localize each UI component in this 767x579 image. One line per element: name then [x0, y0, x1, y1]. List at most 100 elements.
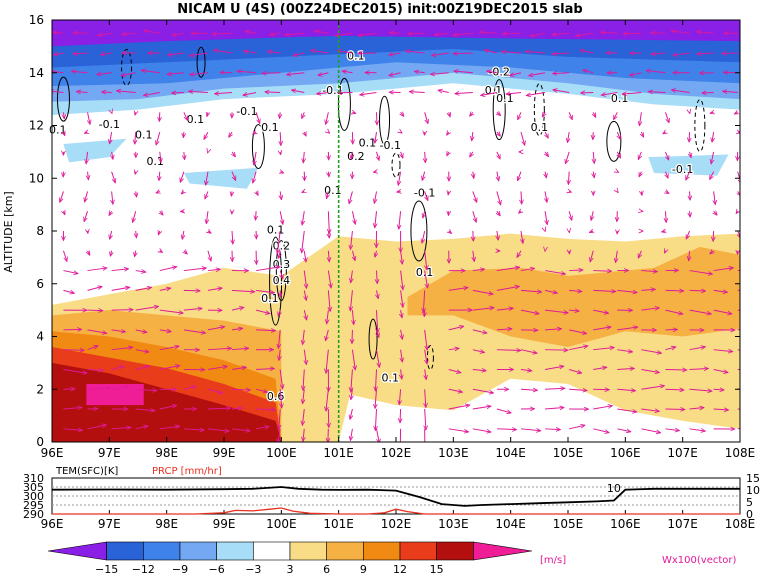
wind-vector-380	[135, 172, 136, 175]
contour-label-27: 0.6	[267, 390, 285, 403]
wind-vector-345	[690, 211, 691, 217]
wind-vector-498	[171, 93, 183, 94]
x-tick-label-3: 99E	[213, 446, 236, 460]
wind-vector-231	[738, 289, 761, 291]
y-tick-label-5: 10	[29, 171, 44, 185]
wind-vector-43	[400, 409, 401, 423]
y-tick-label-6: 12	[29, 119, 44, 133]
wind-vector-604	[623, 33, 642, 34]
sub-x-tick-label-6: 102E	[381, 517, 412, 531]
sub-x-tick-label-7: 103E	[438, 517, 469, 531]
contour-label-9: 0.2	[347, 150, 365, 163]
wind-vector-112	[665, 369, 686, 370]
contour-label-26: 0.1	[382, 371, 400, 384]
colorbar-unit: [m/s]	[540, 555, 566, 566]
prcp-label: PRCP [mm/hr]	[152, 466, 222, 477]
y-tick-label-1: 2	[36, 382, 44, 396]
wind-vector-175	[88, 310, 103, 311]
wind-vector-362	[397, 191, 401, 192]
contour-label-2: 0.1	[135, 129, 153, 142]
wind-vector-579	[722, 53, 738, 54]
colorbar-tick-5: 3	[287, 563, 294, 575]
wind-vector-495	[101, 92, 111, 93]
wind-vector-116	[63, 350, 84, 351]
y-axis-label: ALTITUDE [km]	[2, 191, 15, 272]
wind-vector-390	[373, 172, 376, 173]
sub-x-tick-label-8: 104E	[495, 517, 526, 531]
contour-label-22: 0.3	[273, 258, 291, 271]
colorbar-cell-9	[400, 542, 437, 560]
wind-vector-440	[183, 132, 184, 138]
x-tick-label-8: 104E	[495, 446, 526, 460]
colorbar-cell-0	[48, 542, 107, 560]
contour-label-11: -0.1	[380, 139, 401, 152]
contour-label-10: 0.1	[359, 137, 377, 150]
x-tick-label-5: 101E	[323, 446, 354, 460]
wind-vector-372	[641, 191, 642, 195]
sub-annotation: 10	[607, 482, 621, 495]
wind-vector-229	[690, 290, 706, 291]
wind-vector-228	[665, 290, 683, 291]
chart-title: NICAM U (4S) (00Z24DEC2015) init:00Z19DE…	[177, 2, 582, 17]
tem-label: TEM(SFC)[K]	[55, 466, 118, 477]
wind-vector-253	[569, 270, 583, 271]
wind-vector-374	[690, 191, 691, 200]
contour-label-24: 0.1	[261, 292, 279, 305]
y-tick-label-0: 0	[36, 435, 44, 449]
region-max	[86, 384, 143, 405]
wind-vector-371	[617, 191, 618, 192]
colorbar-cell-7	[327, 542, 364, 560]
colorbar-tick-9: 15	[430, 563, 444, 575]
sub-x-tick-label-10: 106E	[610, 517, 641, 531]
colorbar-tick-8: 12	[393, 563, 407, 575]
sub-x-tick-label-2: 98E	[155, 517, 178, 531]
colorbar-tick-3: −6	[209, 563, 225, 575]
y-tick-label-4: 8	[36, 224, 44, 238]
sub-x-tick-label-4: 100E	[266, 517, 297, 531]
x-tick-label-1: 97E	[98, 446, 121, 460]
colorbar-cell-3	[180, 542, 217, 560]
wind-vector-145	[63, 329, 81, 330]
colorbar-cell-11	[473, 542, 532, 560]
wind-vector-254	[593, 271, 611, 272]
wind-vector-153	[256, 330, 276, 331]
x-tick-label-12: 108E	[725, 446, 756, 460]
wind-vector-327	[255, 211, 256, 220]
vector-label: Wx100(vector)	[662, 555, 737, 566]
wind-vector-80	[593, 389, 609, 390]
contour-label-19: -0.1	[672, 163, 693, 176]
contour-label-20: 0.1	[267, 224, 285, 237]
sub-x-tick-label-5: 101E	[323, 517, 354, 531]
wind-vector-415	[280, 152, 281, 155]
x-tick-label-11: 107E	[667, 446, 698, 460]
wind-vector-400	[617, 172, 618, 173]
contour-label-4: 0.1	[187, 113, 205, 126]
colorbar-cell-10	[437, 542, 474, 560]
x-tick-label-2: 98E	[155, 446, 178, 460]
colorbar-tick-1: −12	[132, 563, 155, 575]
sub-x-tick-label-1: 97E	[98, 517, 121, 531]
contour-label-17: 0.1	[531, 121, 549, 134]
x-tick-label-9: 105E	[553, 446, 584, 460]
colorbar-tick-6: 6	[323, 563, 330, 575]
sub-x-tick-label-0: 96E	[41, 517, 64, 531]
contour-label-21: 0.2	[273, 239, 291, 252]
contour-label-23: 0.4	[273, 274, 291, 287]
x-tick-label-4: 100E	[266, 446, 297, 460]
wind-vector-317	[713, 231, 714, 241]
wind-vector-355	[231, 191, 232, 196]
y-tick-label-2: 4	[36, 330, 44, 344]
y-tick-label-3: 6	[36, 277, 44, 291]
wind-vector-502	[265, 92, 280, 93]
y-tick-label-8: 16	[29, 13, 44, 27]
sub-x-tick-label-9: 105E	[553, 517, 584, 531]
contour-label-5: -0.1	[236, 105, 257, 118]
colorbar-cell-1	[107, 542, 144, 560]
contour-label-8: 0.1	[347, 50, 365, 63]
colorbar-tick-0: −15	[95, 563, 118, 575]
colorbar-tick-7: 9	[360, 563, 367, 575]
wind-vector-594	[389, 33, 400, 34]
contour-label-1: -0.1	[99, 118, 120, 131]
colorbar-cell-4	[217, 542, 254, 560]
